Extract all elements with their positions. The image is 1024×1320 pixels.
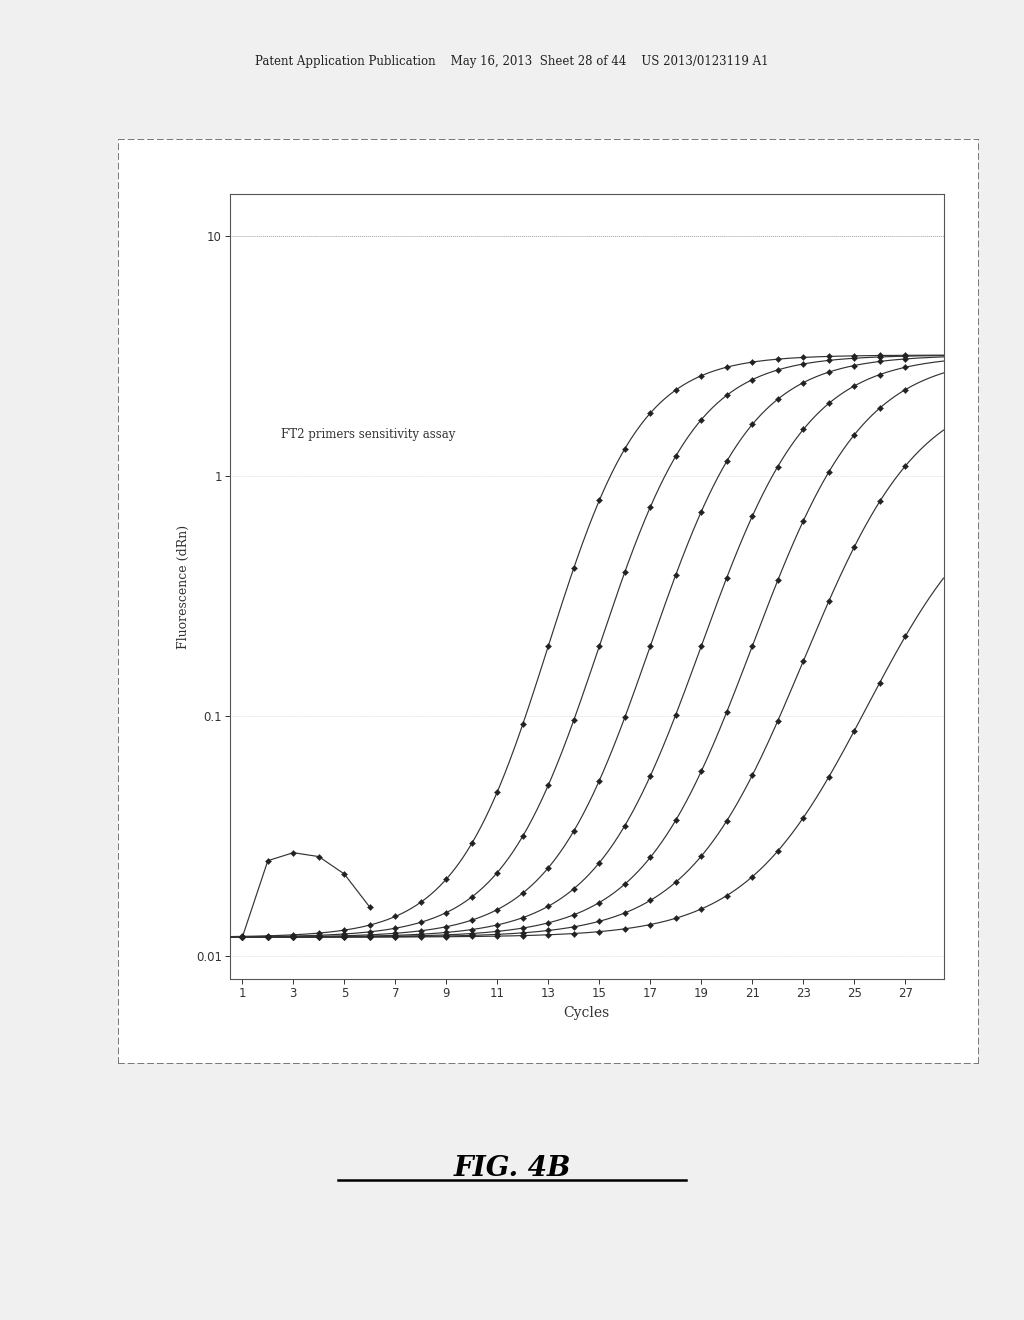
Text: FT2 primers sensitivity assay: FT2 primers sensitivity assay <box>281 428 455 441</box>
Text: Patent Application Publication    May 16, 2013  Sheet 28 of 44    US 2013/012311: Patent Application Publication May 16, 2… <box>255 55 769 69</box>
Text: FIG. 4B: FIG. 4B <box>454 1155 570 1181</box>
Y-axis label: Fluorescence (dRn): Fluorescence (dRn) <box>177 524 190 649</box>
X-axis label: Cycles: Cycles <box>563 1006 609 1019</box>
